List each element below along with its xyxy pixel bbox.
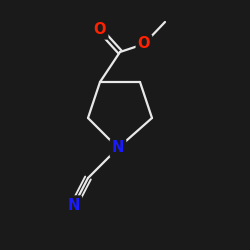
Text: N: N xyxy=(68,198,80,212)
Text: O: O xyxy=(138,36,150,52)
Text: N: N xyxy=(112,140,124,156)
Text: O: O xyxy=(94,22,106,38)
